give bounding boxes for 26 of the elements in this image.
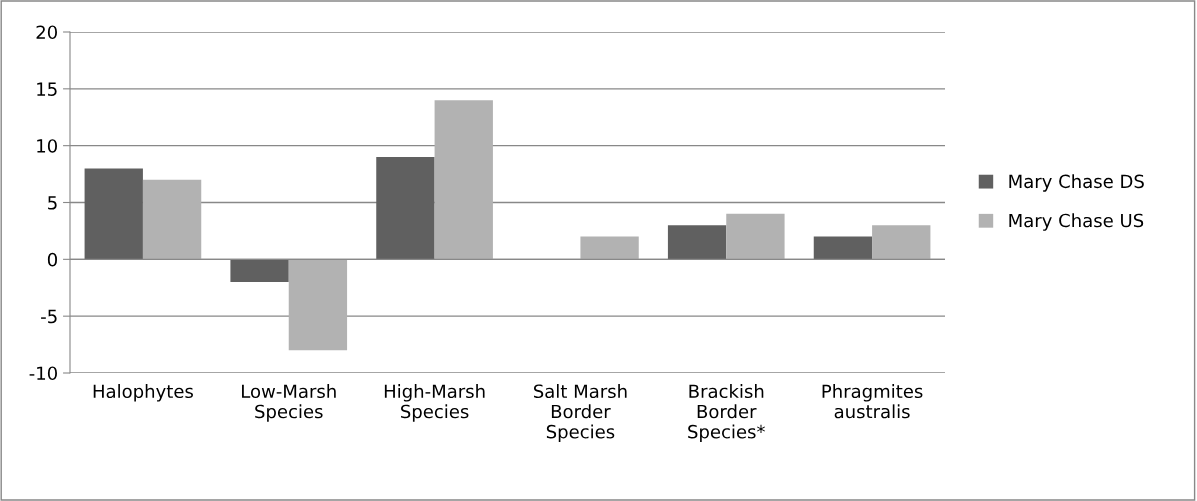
y-tick-label: 5: [48, 196, 57, 210]
bar: [872, 225, 931, 260]
legend-label: Mary Chase DS: [1009, 174, 1144, 192]
x-tick-label: High-Marsh Species: [384, 384, 485, 422]
y-tick-label: 20: [36, 25, 57, 40]
x-tick-label: Brackish Border Species*: [688, 384, 765, 443]
y-tick-label: 15: [37, 82, 57, 96]
y-tick-label: 10: [37, 139, 57, 153]
bar: [288, 259, 348, 351]
legend-label: Mary Chase US: [1009, 213, 1144, 231]
bar: [726, 213, 785, 260]
bar: [142, 179, 202, 260]
bar: [667, 225, 727, 260]
x-tick-label: Salt Marsh Border Species: [533, 384, 627, 443]
y-tick-label: -10: [29, 366, 57, 381]
x-tick-label: Low-Marsh Species: [242, 384, 336, 422]
bar: [376, 157, 435, 260]
bar: [230, 259, 289, 283]
y-tick-label: -5: [41, 309, 57, 324]
y-tick-label: 0: [47, 252, 57, 267]
x-tick-label: Phragmites australis: [822, 384, 923, 419]
x-tick-label: Halophytes: [93, 384, 193, 402]
bar: [813, 236, 873, 260]
bar: [84, 168, 143, 260]
bar: [434, 100, 493, 260]
bar: [580, 236, 639, 260]
